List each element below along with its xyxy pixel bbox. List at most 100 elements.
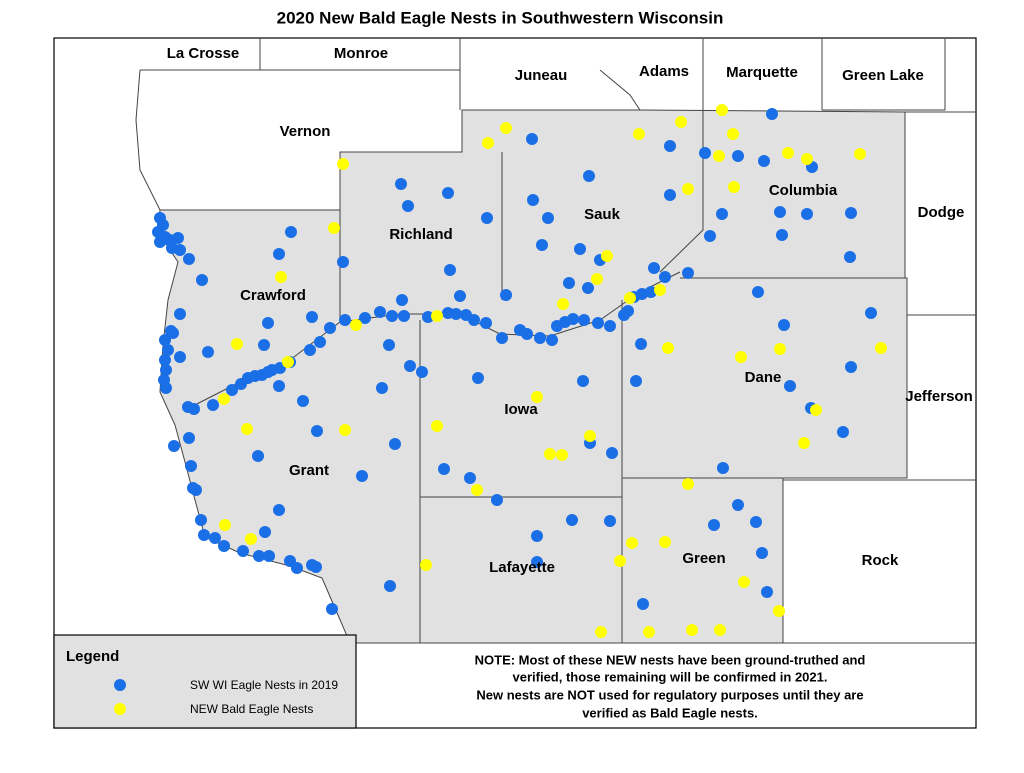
- new-nest: [682, 183, 694, 195]
- new-nest: [431, 420, 443, 432]
- existing-nest: [717, 462, 729, 474]
- existing-nest: [583, 170, 595, 182]
- new-nest: [231, 338, 243, 350]
- existing-nest: [708, 519, 720, 531]
- county-label: Grant: [289, 462, 329, 479]
- existing-nest: [542, 212, 554, 224]
- existing-nest: [766, 108, 778, 120]
- existing-nest: [314, 336, 326, 348]
- existing-nest: [183, 432, 195, 444]
- existing-nest: [183, 253, 195, 265]
- legend-label: SW WI Eagle Nests in 2019: [190, 678, 338, 692]
- county-label: Green Lake: [842, 67, 924, 84]
- existing-nest: [422, 311, 434, 323]
- existing-nest: [563, 277, 575, 289]
- existing-nest: [756, 547, 768, 559]
- existing-nest: [566, 514, 578, 526]
- existing-nest: [534, 332, 546, 344]
- new-nest: [738, 576, 750, 588]
- existing-nest: [527, 194, 539, 206]
- new-nest: [714, 624, 726, 636]
- existing-nest: [339, 314, 351, 326]
- existing-nest: [253, 550, 265, 562]
- existing-nest: [578, 314, 590, 326]
- new-nest: [774, 343, 786, 355]
- new-nest: [275, 271, 287, 283]
- new-nest: [337, 158, 349, 170]
- existing-nest: [574, 243, 586, 255]
- new-nest: [245, 533, 257, 545]
- existing-nest: [207, 399, 219, 411]
- existing-nest: [801, 208, 813, 220]
- new-nest: [773, 605, 785, 617]
- existing-nest: [304, 344, 316, 356]
- map-title: 2020 New Bald Eagle Nests in Southwester…: [277, 8, 724, 27]
- new-nest: [595, 626, 607, 638]
- existing-nest: [636, 288, 648, 300]
- existing-nest: [160, 382, 172, 394]
- new-nest: [328, 222, 340, 234]
- existing-nest: [716, 208, 728, 220]
- new-nest: [643, 626, 655, 638]
- existing-nest: [384, 580, 396, 592]
- existing-nest: [395, 178, 407, 190]
- existing-nest: [188, 403, 200, 415]
- existing-nest: [577, 375, 589, 387]
- new-nest: [591, 273, 603, 285]
- note-line: New nests are NOT used for regulatory pu…: [476, 687, 863, 702]
- existing-nest: [682, 267, 694, 279]
- new-nest: [626, 537, 638, 549]
- existing-nest: [185, 460, 197, 472]
- existing-nest: [202, 346, 214, 358]
- legend-marker: [114, 703, 126, 715]
- existing-nest: [845, 207, 857, 219]
- new-nest: [686, 624, 698, 636]
- existing-nest: [252, 450, 264, 462]
- new-nest: [557, 298, 569, 310]
- existing-nest: [732, 499, 744, 511]
- new-nest: [614, 555, 626, 567]
- existing-nest: [784, 380, 796, 392]
- existing-nest: [531, 530, 543, 542]
- existing-nest: [310, 561, 322, 573]
- county-label: Iowa: [504, 401, 538, 418]
- existing-nest: [383, 339, 395, 351]
- county-label: Monroe: [334, 45, 388, 62]
- new-nest: [875, 342, 887, 354]
- existing-nest: [582, 282, 594, 294]
- county-label: Lafayette: [489, 559, 555, 576]
- new-nest: [601, 250, 613, 262]
- county-label: Vernon: [280, 123, 331, 140]
- existing-nest: [521, 328, 533, 340]
- existing-nest: [273, 248, 285, 260]
- new-nest: [500, 122, 512, 134]
- existing-nest: [337, 256, 349, 268]
- existing-nest: [273, 380, 285, 392]
- county-labels: La Crosse Monroe Juneau Adams Marquette Green…: [167, 45, 973, 576]
- new-nest: [782, 147, 794, 159]
- legend-box: [53, 634, 357, 729]
- existing-nest: [464, 472, 476, 484]
- existing-nest: [162, 344, 174, 356]
- existing-nest: [444, 264, 456, 276]
- existing-nest: [837, 426, 849, 438]
- new-nest: [531, 391, 543, 403]
- new-nest: [662, 342, 674, 354]
- new-nest: [556, 449, 568, 461]
- existing-nest: [174, 308, 186, 320]
- existing-nest: [376, 382, 388, 394]
- existing-nest: [326, 603, 338, 615]
- existing-nest: [159, 354, 171, 366]
- note: NOTE: Most of these NEW nests have been …: [475, 652, 866, 720]
- new-nest: [218, 393, 230, 405]
- existing-nest: [481, 212, 493, 224]
- legend-title: Legend: [66, 648, 119, 665]
- existing-nest: [356, 470, 368, 482]
- existing-nest: [491, 494, 503, 506]
- existing-nest: [606, 447, 618, 459]
- county-label: Sauk: [584, 206, 621, 223]
- existing-nest: [536, 239, 548, 251]
- existing-nest: [235, 378, 247, 390]
- existing-nest: [776, 229, 788, 241]
